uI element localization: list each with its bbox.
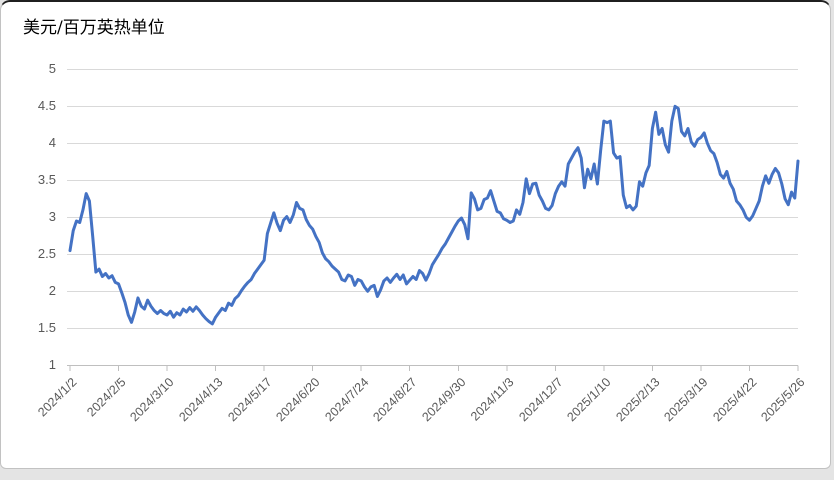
- y-axis-tick-label: 3: [48, 209, 56, 225]
- y-axis-tick-label: 1.5: [37, 320, 56, 336]
- y-axis-tick-label: 5: [48, 61, 56, 77]
- y-axis-tick-label: 2: [48, 283, 56, 299]
- chart-title: 美元/百万英热单位: [23, 18, 165, 38]
- y-axis-tick-label: 1: [48, 357, 56, 373]
- chart-card: 美元/百万英热单位 5 4.5 4 3.5 3 2.5 2 1.5 1 2024/1/2 2024/…: [0, 0, 831, 469]
- price-series-line: [68, 104, 800, 326]
- y-axis-tick-label: 4: [48, 135, 56, 151]
- y-axis-tick-label: 4.5: [37, 98, 56, 114]
- y-axis-tick-label: 3.5: [37, 172, 56, 188]
- y-axis-tick-label: 2.5: [37, 246, 56, 262]
